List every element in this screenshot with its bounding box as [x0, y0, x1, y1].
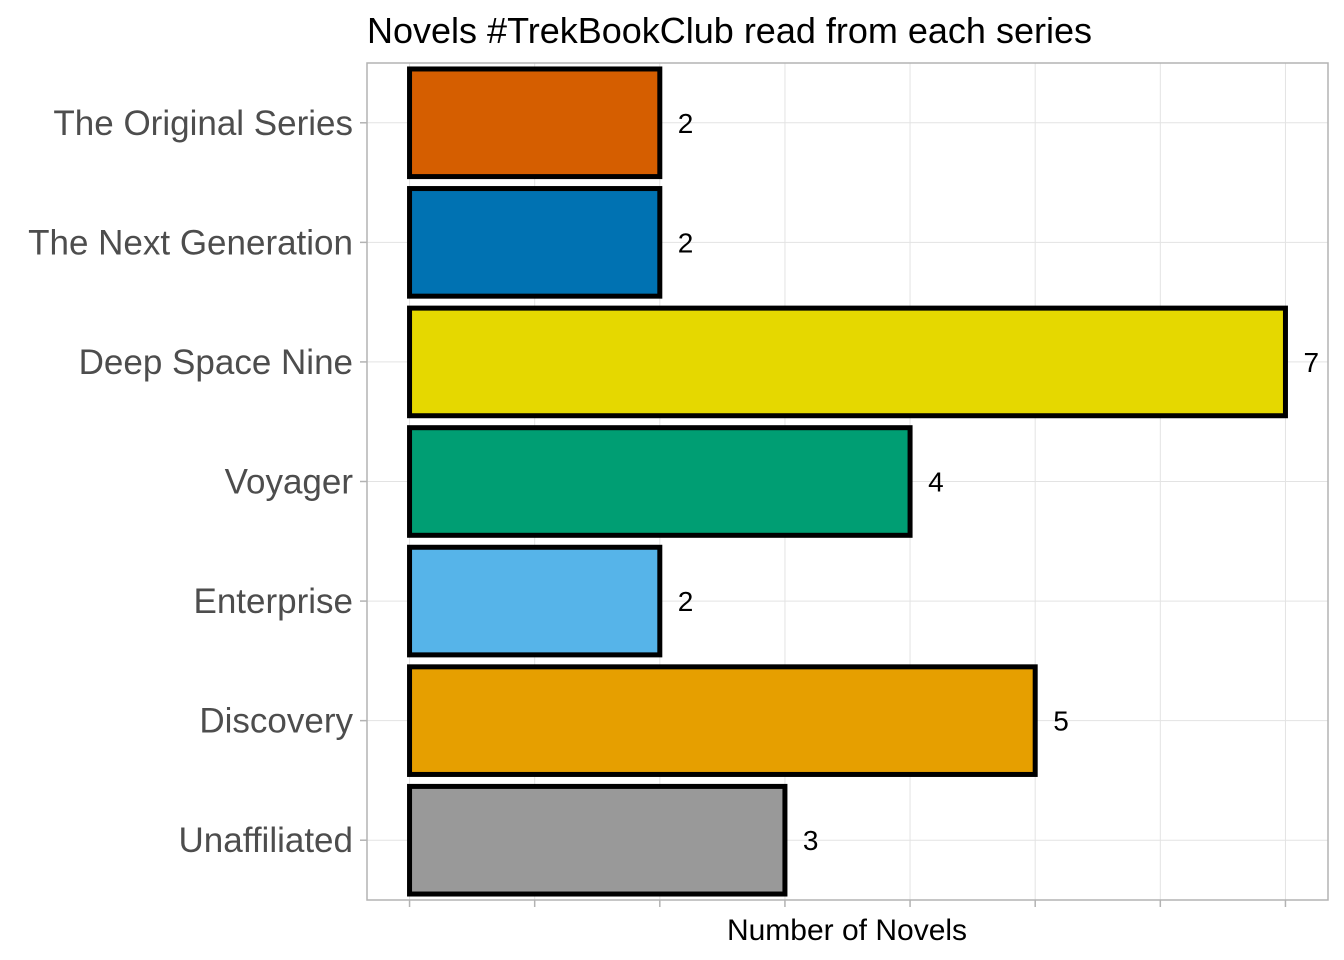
bar: [407, 783, 788, 897]
bar-value-label: 4: [928, 467, 944, 498]
bar-value-label: 2: [678, 586, 694, 617]
bar: [407, 66, 663, 180]
bar: [407, 305, 1288, 419]
y-axis-labels: The Original Series The Next Generation De…: [28, 104, 353, 860]
data-labels: 2 2 7 4 2 5 3: [678, 108, 1319, 856]
bar-value-label: 2: [678, 227, 694, 258]
category-label: The Next Generation: [28, 223, 353, 262]
category-label: Enterprise: [193, 582, 353, 621]
bar: [407, 425, 913, 538]
bars: [407, 66, 1288, 897]
category-label: Deep Space Nine: [79, 343, 353, 382]
bar: [407, 664, 1038, 777]
category-label: The Original Series: [53, 104, 353, 143]
bar: [407, 544, 663, 658]
category-label: Discovery: [199, 702, 353, 741]
bar: [407, 186, 663, 299]
bar-value-label: 5: [1053, 706, 1069, 737]
bar-value-label: 3: [803, 825, 819, 856]
chart-title: Novels #TrekBookClub read from each seri…: [367, 10, 1092, 51]
plot-panel-border: [366, 62, 1329, 901]
x-axis-title: Number of Novels: [727, 914, 967, 947]
axis-ticks: [360, 122, 1287, 907]
bar-value-label: 7: [1303, 347, 1319, 378]
bar-value-label: 2: [678, 108, 694, 139]
category-label: Unaffiliated: [179, 821, 353, 860]
category-label: Voyager: [225, 463, 354, 502]
